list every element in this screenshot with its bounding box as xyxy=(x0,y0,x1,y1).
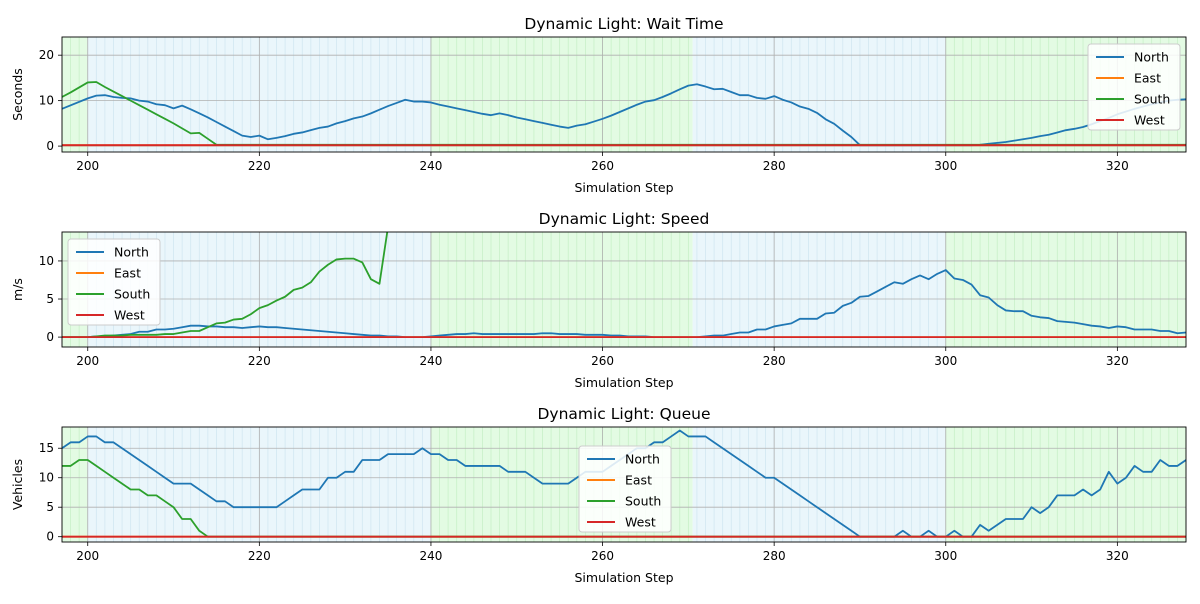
chart-1-plot-frame xyxy=(61,36,1187,153)
chart-1-legend-south-label: South xyxy=(1134,92,1170,107)
chart-2-x-tick-label: 260 xyxy=(591,354,614,368)
chart-1-x-tick-label: 240 xyxy=(419,159,442,173)
chart-1-legend: North East South West xyxy=(1087,43,1181,131)
chart-3-plot-frame xyxy=(61,426,1187,543)
chart-2-title: Dynamic Light: Speed xyxy=(539,210,710,228)
chart-2-legend-north-label: North xyxy=(114,245,149,260)
chart-1-x-axis-label: Simulation Step xyxy=(574,180,673,195)
chart-3-legend-east-label: East xyxy=(625,473,652,488)
chart-1-y-tick-label: 10 xyxy=(39,94,54,108)
chart-3-title: Dynamic Light: Queue xyxy=(537,405,710,423)
chart-3-x-tick-label: 260 xyxy=(591,549,614,563)
chart-2-legend-west-label: West xyxy=(114,308,145,323)
chart-3-x-tick-label: 300 xyxy=(934,549,957,563)
chart-2-plot-frame xyxy=(61,231,1187,348)
chart-3-y-tick-label: 0 xyxy=(46,530,54,544)
chart-2-x-tick-label: 200 xyxy=(76,354,99,368)
chart-2-legend-south-label: South xyxy=(114,287,150,302)
chart-1-series-north-line xyxy=(62,83,1186,147)
chart-3-x-tick-label: 280 xyxy=(763,549,786,563)
chart-3-x-tick-label: 240 xyxy=(419,549,442,563)
chart-1-series-south-line xyxy=(62,81,1186,146)
chart-2-x-tick-label: 280 xyxy=(763,354,786,368)
chart-3-phase-band-blue xyxy=(692,427,946,542)
chart-3-x-tick-label: 220 xyxy=(248,549,271,563)
chart-3-y-tick-label: 15 xyxy=(39,441,54,455)
chart-3-series-south-line xyxy=(62,459,1186,538)
chart-1-series xyxy=(62,81,1186,147)
chart-1-phase-bands xyxy=(62,37,1186,152)
chart-3-legend-south-label: South xyxy=(625,494,661,509)
chart-2-phase-band-green xyxy=(430,232,693,347)
chart-1-x-tick-label: 200 xyxy=(76,159,99,173)
chart-2-phase-bands xyxy=(62,232,1186,347)
chart-1-panel: 200 220 240 260 280 300 320 0 10 20 Dynamic Light:… xyxy=(10,15,1187,195)
chart-3-y-axis-label: Vehicles xyxy=(10,459,25,510)
chart-1-x-tick-label: 320 xyxy=(1106,159,1129,173)
chart-2-series-south-line xyxy=(62,232,389,338)
chart-1-title: Dynamic Light: Wait Time xyxy=(524,15,723,33)
chart-2-series xyxy=(62,232,1186,338)
chart-1-y-tick-label: 20 xyxy=(39,48,54,62)
chart-3-legend-west-label: West xyxy=(625,515,656,530)
chart-2-legend-box xyxy=(67,238,161,326)
chart-3-ticks: 200 220 240 260 280 300 320 0 5 10 15 xyxy=(39,441,1129,563)
chart-2-x-axis-label: Simulation Step xyxy=(574,375,673,390)
chart-1-legend-west-label: West xyxy=(1134,113,1165,128)
chart-1-x-tick-label: 260 xyxy=(591,159,614,173)
chart-3-legend-north-label: North xyxy=(625,452,660,467)
chart-1-phase-band-green xyxy=(430,37,693,152)
chart-2-ticks: 200 220 240 260 280 300 320 0 5 10 xyxy=(39,254,1129,368)
chart-1-legend-box xyxy=(1087,43,1181,131)
chart-2-legend: North East South West xyxy=(67,238,161,326)
chart-2-legend-east-label: East xyxy=(114,266,141,281)
chart-3-y-tick-label: 5 xyxy=(46,500,54,514)
chart-1-y-axis-label: Seconds xyxy=(10,68,25,121)
chart-3-x-tick-label: 200 xyxy=(76,549,99,563)
chart-1-x-tick-label: 220 xyxy=(248,159,271,173)
chart-1-grid xyxy=(62,37,1186,152)
chart-2-x-tick-label: 300 xyxy=(934,354,957,368)
chart-3-phase-band-green xyxy=(62,427,88,542)
chart-2-x-tick-label: 320 xyxy=(1106,354,1129,368)
chart-1-legend-north-label: North xyxy=(1134,50,1169,65)
chart-3-panel: 200 220 240 260 280 300 320 0 5 10 15 Dynamic Light… xyxy=(10,405,1187,585)
chart-1-legend-east-label: East xyxy=(1134,71,1161,86)
chart-2-x-tick-label: 240 xyxy=(419,354,442,368)
chart-1-y-tick-label: 0 xyxy=(46,139,54,153)
chart-2-phase-band-blue xyxy=(692,232,946,347)
chart-2-y-tick-label: 10 xyxy=(39,254,54,268)
chart-1-phase-band-blue xyxy=(692,37,946,152)
chart-3-x-axis-label: Simulation Step xyxy=(574,570,673,585)
chart-3-legend: North East South West xyxy=(578,445,672,533)
chart-2-panel: 200 220 240 260 280 300 320 0 5 10 Dynamic Light: … xyxy=(10,210,1187,390)
chart-1-x-tick-label: 280 xyxy=(763,159,786,173)
chart-1-ticks: 200 220 240 260 280 300 320 0 10 20 xyxy=(39,48,1129,173)
chart-2-y-tick-label: 0 xyxy=(46,330,54,344)
chart-3-x-tick-label: 320 xyxy=(1106,549,1129,563)
chart-2-y-axis-label: m/s xyxy=(10,278,25,301)
chart-2-x-tick-label: 220 xyxy=(248,354,271,368)
chart-3-legend-box xyxy=(578,445,672,533)
chart-3-y-tick-label: 10 xyxy=(39,471,54,485)
chart-2-y-tick-label: 5 xyxy=(46,292,54,306)
chart-1-x-tick-label: 300 xyxy=(934,159,957,173)
